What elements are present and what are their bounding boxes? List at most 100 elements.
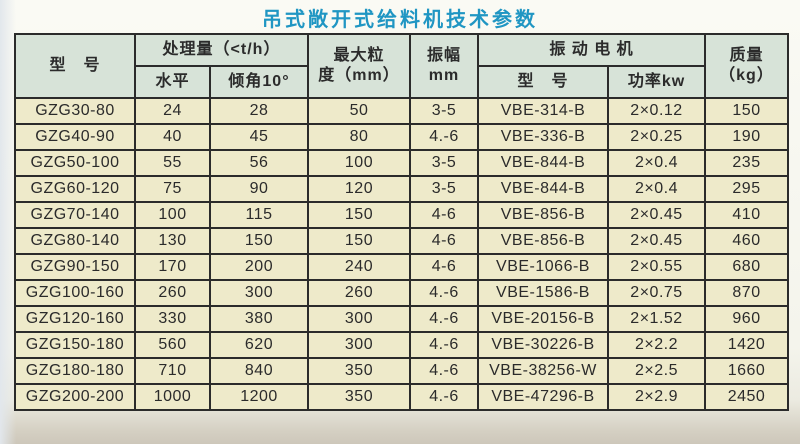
cell-capacity-incline: 115 [209,201,309,229]
header-max-particle: 最大粒 度（mm） [307,33,411,99]
cell-motor-model: VBE-1586-B [477,279,609,307]
cell-model: GZG200-200 [14,383,136,411]
cell-amplitude: 4.-6 [409,331,479,359]
cell-motor-model: VBE-844-B [477,175,609,203]
cell-motor-power: 2×1.52 [607,305,706,333]
cell-mass: 960 [704,305,789,333]
cell-amplitude: 3-5 [409,175,479,203]
cell-capacity-incline: 200 [209,253,309,281]
cell-motor-power: 2×0.12 [607,97,706,125]
cell-capacity-incline: 620 [209,331,309,359]
cell-max-particle: 350 [307,383,411,411]
cell-motor-model: VBE-336-B [477,123,609,151]
cell-model: GZG60-120 [14,175,136,203]
table-row: GZG90-150 170 200 240 4-6 VBE-1066-B 2×0.55 680 [14,253,789,281]
cell-capacity-horizontal: 560 [134,331,211,359]
header-motor-group: 振 动 电 机 [477,33,706,67]
cell-max-particle: 120 [307,175,411,203]
cell-motor-model: VBE-856-B [477,201,609,229]
cell-mass: 1420 [704,331,789,359]
cell-motor-model: VBE-30226-B [477,331,609,359]
cell-max-particle: 240 [307,253,411,281]
cell-motor-power: 2×0.4 [607,175,706,203]
cell-max-particle: 300 [307,305,411,333]
cell-capacity-incline: 56 [209,149,309,177]
table-row: GZG120-160 330 380 300 4.-6 VBE-20156-B 2×1.52… [14,305,789,333]
cell-capacity-horizontal: 260 [134,279,211,307]
table-row: GZG50-100 55 56 100 3-5 VBE-844-B 2×0.4 235 [14,149,789,177]
cell-model: GZG90-150 [14,253,136,281]
cell-model: GZG150-180 [14,331,136,359]
cell-model: GZG120-160 [14,305,136,333]
cell-capacity-horizontal: 330 [134,305,211,333]
cell-motor-power: 2×0.55 [607,253,706,281]
cell-model: GZG70-140 [14,201,136,229]
header-amplitude: 振幅 mm [409,33,479,99]
cell-max-particle: 150 [307,201,411,229]
cell-model: GZG30-80 [14,97,136,125]
cell-mass: 870 [704,279,789,307]
cell-amplitude: 4.-6 [409,123,479,151]
cell-amplitude: 4-6 [409,253,479,281]
cell-max-particle: 350 [307,357,411,385]
cell-model: GZG50-100 [14,149,136,177]
cell-capacity-horizontal: 1000 [134,383,211,411]
cell-capacity-horizontal: 55 [134,149,211,177]
cell-motor-power: 2×0.75 [607,279,706,307]
cell-amplitude: 4-6 [409,227,479,255]
header-capacity-horizontal: 水平 [134,65,211,99]
header-mass: 质量 （kg） [704,33,789,99]
header-capacity-group: 处理量（<t/h） [134,33,309,67]
table-row: GZG180-180 710 840 350 4.-6 VBE-38256-W 2×2.5 1… [14,357,789,385]
cell-motor-power: 2×2.9 [607,383,706,411]
cell-mass: 2450 [704,383,789,411]
table-row: GZG150-180 560 620 300 4.-6 VBE-30226-B 2×2.2 1… [14,331,789,359]
cell-motor-model: VBE-38256-W [477,357,609,385]
cell-capacity-incline: 45 [209,123,309,151]
cell-amplitude: 4-6 [409,201,479,229]
cell-max-particle: 100 [307,149,411,177]
cell-capacity-horizontal: 170 [134,253,211,281]
cell-mass: 1660 [704,357,789,385]
table-row: GZG70-140 100 115 150 4-6 VBE-856-B 2×0.45 410 [14,201,789,229]
cell-mass: 235 [704,149,789,177]
cell-model: GZG40-90 [14,123,136,151]
header-capacity-incline: 倾角10° [209,65,309,99]
cell-amplitude: 3-5 [409,97,479,125]
cell-motor-model: VBE-1066-B [477,253,609,281]
cell-capacity-horizontal: 40 [134,123,211,151]
header-row-sub: 水平 倾角10° 型 号 功率kw [15,65,788,99]
cell-motor-power: 2×2.5 [607,357,706,385]
cell-max-particle: 80 [307,123,411,151]
cell-mass: 150 [704,97,789,125]
cell-amplitude: 3-5 [409,149,479,177]
cell-amplitude: 4.-6 [409,383,479,411]
cell-motor-model: VBE-20156-B [477,305,609,333]
header-motor-power: 功率kw [607,65,706,99]
cell-mass: 680 [704,253,789,281]
cell-motor-model: VBE-314-B [477,97,609,125]
cell-amplitude: 4.-6 [409,279,479,307]
table-row: GZG80-140 130 150 150 4-6 VBE-856-B 2×0.45 460 [14,227,789,255]
header-motor-model: 型 号 [477,65,609,99]
cell-capacity-horizontal: 75 [134,175,211,203]
cell-model: GZG180-180 [14,357,136,385]
cell-motor-power: 2×0.25 [607,123,706,151]
cell-mass: 295 [704,175,789,203]
table-row: GZG30-80 24 28 50 3-5 VBE-314-B 2×0.12 150 [14,97,789,125]
table-row: GZG200-200 1000 1200 350 4.-6 VBE-47296-B 2×2.… [14,383,789,411]
cell-max-particle: 260 [307,279,411,307]
table-row: GZG40-90 40 45 80 4.-6 VBE-336-B 2×0.25 190 [14,123,789,151]
spec-table: 型 号 处理量（<t/h） 最大粒 度（mm） 振幅 mm 振 动 电 机 质量… [14,33,789,411]
cell-mass: 190 [704,123,789,151]
cell-motor-power: 2×0.45 [607,227,706,255]
cell-capacity-horizontal: 710 [134,357,211,385]
cell-capacity-incline: 300 [209,279,309,307]
cell-capacity-incline: 1200 [209,383,309,411]
table-row: GZG60-120 75 90 120 3-5 VBE-844-B 2×0.4 295 [14,175,789,203]
cell-amplitude: 4.-6 [409,357,479,385]
cell-max-particle: 300 [307,331,411,359]
cell-capacity-incline: 380 [209,305,309,333]
cell-max-particle: 150 [307,227,411,255]
table-row: GZG100-160 260 300 260 4.-6 VBE-1586-B 2×0.75 8… [14,279,789,307]
